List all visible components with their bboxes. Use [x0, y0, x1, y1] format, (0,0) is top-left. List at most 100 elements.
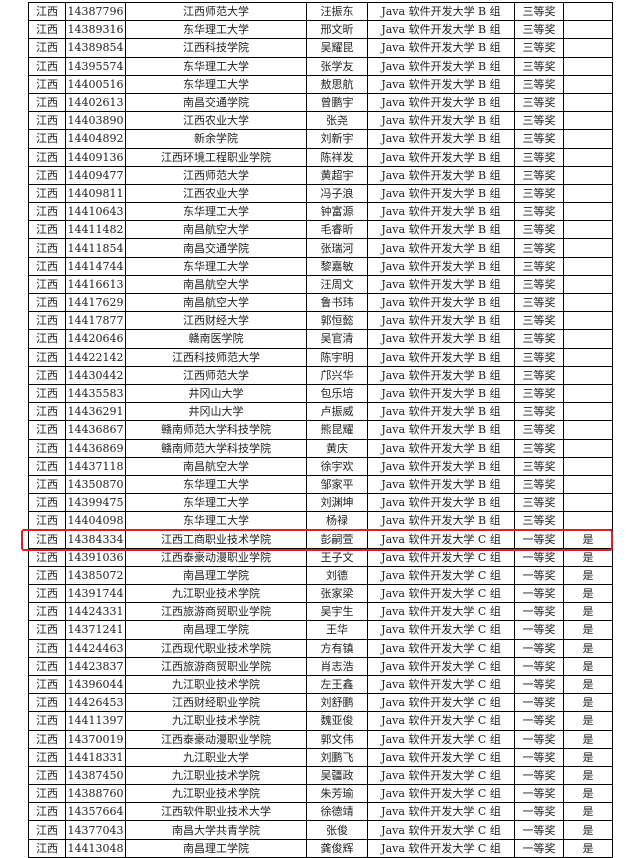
table-row: 江西 14413048 南昌理工学院 龚俊辉 Java 软件开发大学 C 组一等奖是	[28, 838, 613, 858]
school-cell: 九江职业技术学院	[125, 583, 307, 604]
province-cell: 江西	[28, 147, 66, 167]
award-cell: 三等奖	[514, 1, 564, 22]
student-name-cell: 刘舒鹏	[306, 693, 368, 713]
student-name-cell: 徐德靖	[306, 802, 368, 822]
award-cell: 三等奖	[514, 511, 564, 531]
ticket-id-cell: 14436869	[65, 438, 126, 458]
category-cell: Java 软件开发大学 C 组	[367, 765, 515, 786]
table-row: 江西 14399475 东华理工大学 刘渊坤 Java 软件开发大学 B 组三等奖	[28, 493, 613, 513]
table-row: 江西 14377043 南昌大学共青学院 张俊 Java 软件开发大学 C 组一等奖是	[28, 820, 613, 840]
advance-cell	[563, 438, 613, 458]
table-row: 江西 14391036 江西泰豪动漫职业学院 王子文 Java 软件开发大学 C 组一等…	[28, 547, 613, 567]
province-cell: 江西	[28, 365, 66, 385]
advance-cell	[563, 20, 613, 40]
award-cell: 一等奖	[514, 784, 564, 804]
school-cell: 东华理工大学	[125, 202, 307, 222]
category-cell: Java 软件开发大学 B 组	[367, 38, 515, 58]
student-name-cell: 钟富源	[306, 202, 368, 222]
province-cell: 江西	[28, 20, 66, 40]
category-cell: Java 软件开发大学 B 组	[367, 420, 515, 440]
student-name-cell: 包乐培	[306, 383, 368, 404]
advance-cell: 是	[563, 784, 613, 804]
award-cell: 一等奖	[514, 583, 564, 604]
ticket-id-cell: 14404892	[65, 129, 126, 149]
table-row: 江西 14418331 九江职业大学 刘鹏飞 Java 软件开发大学 C 组一等奖是	[28, 747, 613, 767]
category-cell: Java 软件开发大学 B 组	[367, 238, 515, 258]
table-row: 江西 14409136 江西环境工程职业学院 陈祥发 Java 软件开发大学 B 组三等…	[28, 147, 613, 167]
advance-cell: 是	[563, 565, 613, 586]
province-cell: 江西	[28, 529, 66, 549]
school-cell: 江西农业大学	[125, 183, 307, 204]
student-name-cell: 曾鹏宇	[306, 92, 368, 113]
ticket-id-cell: 14371241	[65, 620, 126, 640]
school-cell: 九江职业技术学院	[125, 784, 307, 804]
student-name-cell: 徐宇欢	[306, 456, 368, 476]
ticket-id-cell: 14387450	[65, 765, 126, 786]
student-name-cell: 卢振威	[306, 402, 368, 422]
table-row: 江西 14426453 江西财经职业学院 刘舒鹏 Java 软件开发大学 C 组一等奖是	[28, 693, 613, 713]
student-name-cell: 吴宇生	[306, 602, 368, 622]
award-cell: 三等奖	[514, 329, 564, 349]
ticket-id-cell: 14422142	[65, 347, 126, 367]
award-cell: 一等奖	[514, 674, 564, 695]
category-cell: Java 软件开发大学 B 组	[367, 474, 515, 495]
student-name-cell: 彭嗣萱	[306, 529, 368, 549]
category-cell: Java 软件开发大学 C 组	[367, 583, 515, 604]
advance-cell	[563, 365, 613, 385]
advance-cell	[563, 456, 613, 476]
category-cell: Java 软件开发大学 C 组	[367, 656, 515, 676]
ticket-id-cell: 14417877	[65, 311, 126, 331]
advance-cell: 是	[563, 802, 613, 822]
province-cell: 江西	[28, 111, 66, 131]
table-row: 江西 14389316 东华理工大学 邢文昕 Java 软件开发大学 B 组三等奖	[28, 20, 613, 40]
province-cell: 江西	[28, 729, 66, 749]
school-cell: 江西财经大学	[125, 311, 307, 331]
ticket-id-cell: 14416613	[65, 274, 126, 295]
advance-cell	[563, 347, 613, 367]
ticket-id-cell: 14430442	[65, 365, 126, 385]
province-cell: 江西	[28, 438, 66, 458]
advance-cell: 是	[563, 674, 613, 695]
category-cell: Java 软件开发大学 B 组	[367, 256, 515, 276]
category-cell: Java 软件开发大学 C 组	[367, 711, 515, 731]
ticket-id-cell: 14420646	[65, 329, 126, 349]
province-cell: 江西	[28, 56, 66, 76]
table-row-highlighted: 江西 14384334 江西工商职业技术学院 彭嗣萱 Java 软件开发大学 C 组一等…	[28, 529, 613, 549]
advance-cell	[563, 129, 613, 149]
category-cell: Java 软件开发大学 C 组	[367, 838, 515, 858]
advance-cell	[563, 238, 613, 258]
student-name-cell: 张尧	[306, 111, 368, 131]
award-cell: 三等奖	[514, 474, 564, 495]
category-cell: Java 软件开发大学 B 组	[367, 202, 515, 222]
ticket-id-cell: 14411397	[65, 711, 126, 731]
advance-cell	[563, 329, 613, 349]
student-name-cell: 肖志浩	[306, 656, 368, 676]
category-cell: Java 软件开发大学 B 组	[367, 92, 515, 113]
table-row: 江西 14430442 江西师范大学 邝兴华 Java 软件开发大学 B 组三等奖	[28, 365, 613, 385]
advance-cell	[563, 220, 613, 240]
award-cell: 一等奖	[514, 747, 564, 767]
province-cell: 江西	[28, 347, 66, 367]
table-row: 江西 14400516 东华理工大学 敖思航 Java 软件开发大学 B 组三等奖	[28, 74, 613, 94]
province-cell: 江西	[28, 802, 66, 822]
category-cell: Java 软件开发大学 C 组	[367, 674, 515, 695]
category-cell: Java 软件开发大学 B 组	[367, 1, 515, 22]
province-cell: 江西	[28, 674, 66, 695]
category-cell: Java 软件开发大学 B 组	[367, 438, 515, 458]
student-name-cell: 张学友	[306, 56, 368, 76]
school-cell: 东华理工大学	[125, 256, 307, 276]
award-cell: 三等奖	[514, 183, 564, 204]
category-cell: Java 软件开发大学 B 组	[367, 511, 515, 531]
province-cell: 江西	[28, 129, 66, 149]
table-row: 江西 14435583 井冈山大学 包乐培 Java 软件开发大学 B 组三等奖	[28, 383, 613, 404]
category-cell: Java 软件开发大学 B 组	[367, 493, 515, 513]
table-row: 江西 14370019 江西泰豪动漫职业学院 郭文伟 Java 软件开发大学 C 组一等…	[28, 729, 613, 749]
province-cell: 江西	[28, 711, 66, 731]
province-cell: 江西	[28, 656, 66, 676]
school-cell: 南昌理工学院	[125, 565, 307, 586]
ticket-id-cell: 14410643	[65, 202, 126, 222]
ticket-id-cell: 14395574	[65, 56, 126, 76]
school-cell: 江西师范大学	[125, 1, 307, 22]
student-name-cell: 黄庆	[306, 438, 368, 458]
table-row: 江西 14385072 南昌理工学院 刘德 Java 软件开发大学 C 组一等奖是	[28, 565, 613, 586]
